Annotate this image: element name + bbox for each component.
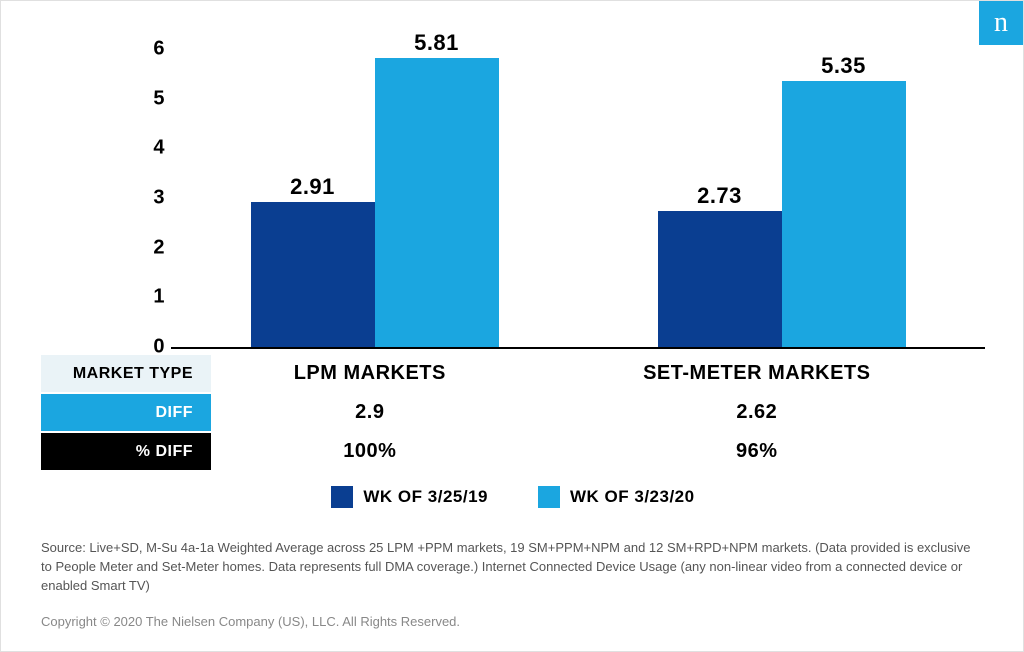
footer: Source: Live+SD, M-Su 4a-1a Weighted Ave… <box>41 539 983 629</box>
table-row: DIFF2.92.62 <box>41 393 985 432</box>
bar: 2.91 <box>251 202 375 347</box>
y-tick: 6 <box>153 38 165 61</box>
table-row: MARKET TYPELPM MARKETSSET-METER MARKETS <box>41 355 985 393</box>
bar-group: 2.735.35 <box>578 49 985 347</box>
legend: WK OF 3/25/19 WK OF 3/23/20 <box>41 486 985 508</box>
y-tick: 2 <box>153 236 165 259</box>
y-axis: 0123456 <box>131 49 171 347</box>
brand-logo-glyph: n <box>994 7 1008 39</box>
table-cell: LPM MARKETS <box>211 355 529 393</box>
brand-logo: n <box>979 1 1023 45</box>
legend-label: WK OF 3/25/19 <box>363 487 488 507</box>
data-table: MARKET TYPELPM MARKETSSET-METER MARKETSD… <box>41 355 985 472</box>
table-row-header: % DIFF <box>41 432 211 471</box>
table-row-header: MARKET TYPE <box>41 355 211 393</box>
y-tick: 0 <box>153 336 165 359</box>
copyright-note: Copyright © 2020 The Nielsen Company (US… <box>41 614 983 629</box>
table-row: % DIFF100%96% <box>41 432 985 471</box>
table-cell: 2.62 <box>529 393 985 432</box>
source-note: Source: Live+SD, M-Su 4a-1a Weighted Ave… <box>41 539 983 596</box>
table-row-header: DIFF <box>41 393 211 432</box>
legend-item: WK OF 3/23/20 <box>538 486 695 508</box>
y-tick: 5 <box>153 87 165 110</box>
y-tick: 1 <box>153 286 165 309</box>
bar-chart: 0123456 2.915.812.735.35 <box>171 49 985 349</box>
bar-group: 2.915.81 <box>171 49 578 347</box>
bar: 5.81 <box>375 58 499 347</box>
table-cell: 96% <box>529 432 985 471</box>
bar: 2.73 <box>658 211 782 347</box>
table-cell: 100% <box>211 432 529 471</box>
bar: 5.35 <box>782 81 906 347</box>
table-cell: SET-METER MARKETS <box>529 355 985 393</box>
y-tick: 4 <box>153 137 165 160</box>
legend-swatch <box>331 486 353 508</box>
bar-value-label: 5.81 <box>414 30 459 56</box>
bar-groups: 2.915.812.735.35 <box>171 49 985 347</box>
y-tick: 3 <box>153 187 165 210</box>
chart-container: 0123456 2.915.812.735.35 MARKET TYPELPM … <box>41 49 985 508</box>
bar-value-label: 2.91 <box>290 174 335 200</box>
table-cell: 2.9 <box>211 393 529 432</box>
bar-value-label: 2.73 <box>697 183 742 209</box>
legend-swatch <box>538 486 560 508</box>
legend-item: WK OF 3/25/19 <box>331 486 488 508</box>
legend-label: WK OF 3/23/20 <box>570 487 695 507</box>
bar-value-label: 5.35 <box>821 53 866 79</box>
